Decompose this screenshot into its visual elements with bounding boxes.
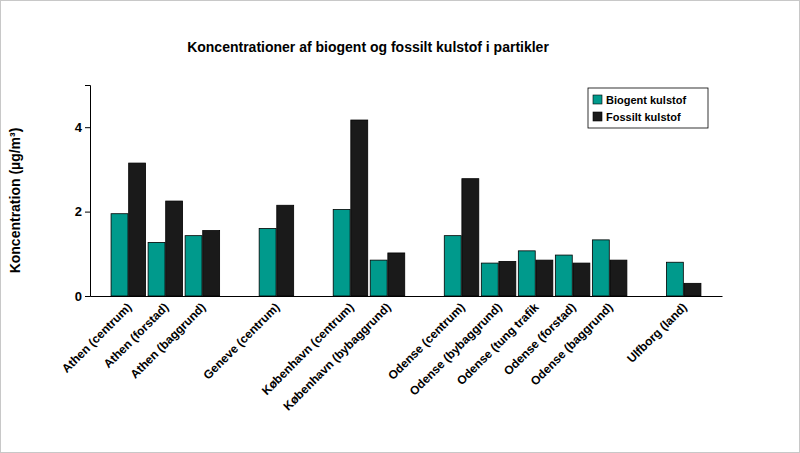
y-axis-line bbox=[85, 86, 91, 297]
bar bbox=[166, 201, 183, 296]
x-tick: Athen (centrum) bbox=[59, 296, 134, 376]
legend-label: Biogent kulstof bbox=[606, 94, 686, 106]
x-axis-line bbox=[91, 296, 723, 297]
bar bbox=[111, 214, 128, 296]
bar bbox=[370, 260, 387, 296]
bar bbox=[666, 262, 683, 296]
y-tick-mark bbox=[85, 296, 90, 297]
bar bbox=[444, 236, 461, 296]
x-tick: Athen (baggrund) bbox=[127, 296, 208, 381]
y-tick: 4 bbox=[75, 120, 90, 135]
bar bbox=[333, 209, 350, 296]
bar bbox=[351, 120, 368, 296]
bar bbox=[203, 231, 220, 296]
bar bbox=[277, 205, 294, 296]
x-tick-label: Athen (baggrund) bbox=[127, 300, 208, 381]
legend-label: Fossilt kulstof bbox=[606, 111, 681, 123]
x-tick: Athen (forstad) bbox=[101, 296, 172, 371]
y-tick-label: 2 bbox=[75, 204, 82, 219]
bar bbox=[462, 179, 479, 296]
y-tick: 2 bbox=[75, 204, 90, 219]
bar bbox=[555, 255, 572, 296]
bar bbox=[259, 228, 276, 296]
y-tick-label: 0 bbox=[75, 289, 82, 304]
y-tick-mark bbox=[85, 212, 90, 213]
bar bbox=[499, 261, 516, 296]
title: Koncentrationer af biogent og fossilt ku… bbox=[187, 39, 549, 55]
bar bbox=[481, 263, 498, 296]
x-tick: Ulfborg (land) bbox=[624, 296, 690, 366]
x-tick-label: Geneve (centrum) bbox=[200, 300, 282, 382]
bars bbox=[111, 120, 701, 296]
bar bbox=[185, 236, 202, 296]
x-axis: Athen (centrum)Athen (forstad)Athen (bag… bbox=[59, 296, 722, 413]
bar bbox=[518, 251, 535, 296]
bar bbox=[592, 240, 609, 296]
legend: Biogent kulstof Fossilt kulstof bbox=[588, 88, 708, 128]
y-tick: 0 bbox=[75, 289, 90, 304]
x-tick-label: København (bybaggrund) bbox=[280, 300, 393, 413]
legend-box bbox=[588, 88, 708, 128]
y-tick-label: 4 bbox=[75, 120, 83, 135]
y-axis: 0 2 4 bbox=[75, 86, 91, 304]
bar bbox=[148, 242, 165, 296]
x-tick: Geneve (centrum) bbox=[200, 296, 282, 382]
bar bbox=[573, 263, 590, 296]
y-tick-mark bbox=[85, 127, 90, 128]
legend-swatch bbox=[593, 95, 602, 104]
y-axis-title: Koncentration (µg/m³) bbox=[7, 128, 23, 274]
x-tick: Odense (baggrund) bbox=[528, 296, 616, 388]
bar bbox=[610, 260, 627, 296]
bar bbox=[536, 260, 553, 296]
bar bbox=[129, 163, 146, 296]
x-tick-label: Athen (forstad) bbox=[101, 300, 172, 371]
legend-swatch bbox=[593, 112, 602, 121]
bar bbox=[388, 253, 405, 296]
chart: Koncentrationer af biogent og fossilt ku… bbox=[0, 0, 800, 453]
bar bbox=[684, 283, 701, 296]
x-tick-label: Odense (baggrund) bbox=[528, 300, 616, 388]
x-tick-label: Ulfborg (land) bbox=[624, 300, 690, 366]
x-tick: København (bybaggrund) bbox=[280, 296, 393, 413]
background bbox=[1, 1, 800, 453]
